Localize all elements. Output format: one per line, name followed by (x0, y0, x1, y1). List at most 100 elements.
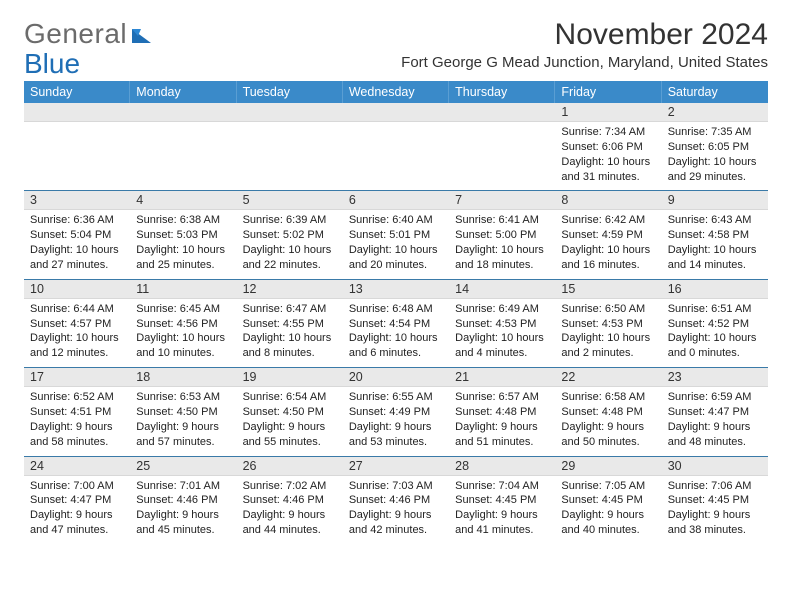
day-header-sat: Saturday (662, 81, 768, 103)
cell-body: Sunrise: 6:39 AMSunset: 5:02 PMDaylight:… (237, 210, 343, 278)
day-header-wed: Wednesday (343, 81, 449, 103)
sunrise-text: Sunrise: 6:40 AM (349, 213, 443, 228)
sunset-text: Sunset: 4:46 PM (243, 493, 337, 508)
sunset-text: Sunset: 6:06 PM (561, 140, 655, 155)
cell-date (449, 103, 555, 122)
daylight-text: Daylight: 9 hours and 38 minutes. (668, 508, 762, 538)
daylight-text: Daylight: 10 hours and 4 minutes. (455, 331, 549, 361)
brand-logo: General (24, 18, 155, 50)
cell-body: Sunrise: 6:58 AMSunset: 4:48 PMDaylight:… (555, 387, 661, 455)
cell-date (24, 103, 130, 122)
cell-body: Sunrise: 7:34 AMSunset: 6:06 PMDaylight:… (555, 122, 661, 190)
calendar-cell: 28Sunrise: 7:04 AMSunset: 4:45 PMDayligh… (449, 457, 555, 544)
daylight-text: Daylight: 9 hours and 58 minutes. (30, 420, 124, 450)
cell-date: 9 (662, 191, 768, 210)
cell-date: 13 (343, 280, 449, 299)
day-header-fri: Friday (555, 81, 661, 103)
calendar-cell: 19Sunrise: 6:54 AMSunset: 4:50 PMDayligh… (237, 368, 343, 455)
cell-body: Sunrise: 6:36 AMSunset: 5:04 PMDaylight:… (24, 210, 130, 278)
week-row: 17Sunrise: 6:52 AMSunset: 4:51 PMDayligh… (24, 368, 768, 456)
calendar-cell: 24Sunrise: 7:00 AMSunset: 4:47 PMDayligh… (24, 457, 130, 544)
sunrise-text: Sunrise: 6:39 AM (243, 213, 337, 228)
calendar-cell: 9Sunrise: 6:43 AMSunset: 4:58 PMDaylight… (662, 191, 768, 278)
calendar-cell: 20Sunrise: 6:55 AMSunset: 4:49 PMDayligh… (343, 368, 449, 455)
daylight-text: Daylight: 9 hours and 55 minutes. (243, 420, 337, 450)
brand-part2: Blue (24, 48, 80, 80)
cell-date: 21 (449, 368, 555, 387)
cell-date: 4 (130, 191, 236, 210)
calendar-cell: 25Sunrise: 7:01 AMSunset: 4:46 PMDayligh… (130, 457, 236, 544)
calendar-cell: 10Sunrise: 6:44 AMSunset: 4:57 PMDayligh… (24, 280, 130, 367)
cell-date: 7 (449, 191, 555, 210)
cell-body: Sunrise: 6:44 AMSunset: 4:57 PMDaylight:… (24, 299, 130, 367)
sunrise-text: Sunrise: 6:50 AM (561, 302, 655, 317)
sunset-text: Sunset: 4:50 PM (136, 405, 230, 420)
daylight-text: Daylight: 9 hours and 51 minutes. (455, 420, 549, 450)
cell-body: Sunrise: 7:03 AMSunset: 4:46 PMDaylight:… (343, 476, 449, 544)
calendar-cell (24, 103, 130, 190)
daylight-text: Daylight: 10 hours and 16 minutes. (561, 243, 655, 273)
sunrise-text: Sunrise: 6:38 AM (136, 213, 230, 228)
cell-date: 26 (237, 457, 343, 476)
cell-body: Sunrise: 7:04 AMSunset: 4:45 PMDaylight:… (449, 476, 555, 544)
brand-part1: General (24, 18, 127, 50)
sunrise-text: Sunrise: 6:52 AM (30, 390, 124, 405)
daylight-text: Daylight: 10 hours and 18 minutes. (455, 243, 549, 273)
day-header-mon: Monday (130, 81, 236, 103)
sunrise-text: Sunrise: 6:54 AM (243, 390, 337, 405)
cell-body: Sunrise: 7:06 AMSunset: 4:45 PMDaylight:… (662, 476, 768, 544)
month-title: November 2024 (401, 18, 768, 52)
sunset-text: Sunset: 4:46 PM (136, 493, 230, 508)
calendar-cell: 14Sunrise: 6:49 AMSunset: 4:53 PMDayligh… (449, 280, 555, 367)
calendar-cell: 1Sunrise: 7:34 AMSunset: 6:06 PMDaylight… (555, 103, 661, 190)
cell-date: 20 (343, 368, 449, 387)
sunset-text: Sunset: 5:02 PM (243, 228, 337, 243)
sunset-text: Sunset: 5:04 PM (30, 228, 124, 243)
cell-body: Sunrise: 6:38 AMSunset: 5:03 PMDaylight:… (130, 210, 236, 278)
week-row: 3Sunrise: 6:36 AMSunset: 5:04 PMDaylight… (24, 191, 768, 279)
daylight-text: Daylight: 10 hours and 31 minutes. (561, 155, 655, 185)
sunrise-text: Sunrise: 7:03 AM (349, 479, 443, 494)
sunrise-text: Sunrise: 7:00 AM (30, 479, 124, 494)
week-row: 1Sunrise: 7:34 AMSunset: 6:06 PMDaylight… (24, 103, 768, 191)
cell-body: Sunrise: 7:02 AMSunset: 4:46 PMDaylight:… (237, 476, 343, 544)
day-header-row: Sunday Monday Tuesday Wednesday Thursday… (24, 81, 768, 103)
cell-date: 27 (343, 457, 449, 476)
cell-body: Sunrise: 6:42 AMSunset: 4:59 PMDaylight:… (555, 210, 661, 278)
daylight-text: Daylight: 10 hours and 0 minutes. (668, 331, 762, 361)
daylight-text: Daylight: 10 hours and 12 minutes. (30, 331, 124, 361)
cell-date: 1 (555, 103, 661, 122)
cell-body: Sunrise: 6:53 AMSunset: 4:50 PMDaylight:… (130, 387, 236, 455)
cell-body (24, 122, 130, 131)
cell-body: Sunrise: 6:51 AMSunset: 4:52 PMDaylight:… (662, 299, 768, 367)
cell-body: Sunrise: 7:01 AMSunset: 4:46 PMDaylight:… (130, 476, 236, 544)
sunset-text: Sunset: 4:53 PM (561, 317, 655, 332)
day-header-thu: Thursday (449, 81, 555, 103)
sunrise-text: Sunrise: 6:47 AM (243, 302, 337, 317)
calendar-cell: 23Sunrise: 6:59 AMSunset: 4:47 PMDayligh… (662, 368, 768, 455)
calendar-cell: 12Sunrise: 6:47 AMSunset: 4:55 PMDayligh… (237, 280, 343, 367)
sunrise-text: Sunrise: 6:51 AM (668, 302, 762, 317)
sunrise-text: Sunrise: 7:06 AM (668, 479, 762, 494)
sunset-text: Sunset: 4:53 PM (455, 317, 549, 332)
calendar-cell: 11Sunrise: 6:45 AMSunset: 4:56 PMDayligh… (130, 280, 236, 367)
cell-date: 23 (662, 368, 768, 387)
cell-body (343, 122, 449, 131)
cell-body: Sunrise: 6:40 AMSunset: 5:01 PMDaylight:… (343, 210, 449, 278)
daylight-text: Daylight: 10 hours and 8 minutes. (243, 331, 337, 361)
cell-date: 2 (662, 103, 768, 122)
calendar-cell: 30Sunrise: 7:06 AMSunset: 4:45 PMDayligh… (662, 457, 768, 544)
sunset-text: Sunset: 4:45 PM (455, 493, 549, 508)
sunset-text: Sunset: 4:45 PM (561, 493, 655, 508)
sunrise-text: Sunrise: 6:55 AM (349, 390, 443, 405)
calendar-cell: 16Sunrise: 6:51 AMSunset: 4:52 PMDayligh… (662, 280, 768, 367)
sunrise-text: Sunrise: 6:45 AM (136, 302, 230, 317)
sunrise-text: Sunrise: 6:43 AM (668, 213, 762, 228)
cell-body: Sunrise: 6:52 AMSunset: 4:51 PMDaylight:… (24, 387, 130, 455)
sunrise-text: Sunrise: 6:49 AM (455, 302, 549, 317)
calendar-cell: 15Sunrise: 6:50 AMSunset: 4:53 PMDayligh… (555, 280, 661, 367)
daylight-text: Daylight: 9 hours and 44 minutes. (243, 508, 337, 538)
cell-body: Sunrise: 6:59 AMSunset: 4:47 PMDaylight:… (662, 387, 768, 455)
calendar-cell: 6Sunrise: 6:40 AMSunset: 5:01 PMDaylight… (343, 191, 449, 278)
day-header-sun: Sunday (24, 81, 130, 103)
